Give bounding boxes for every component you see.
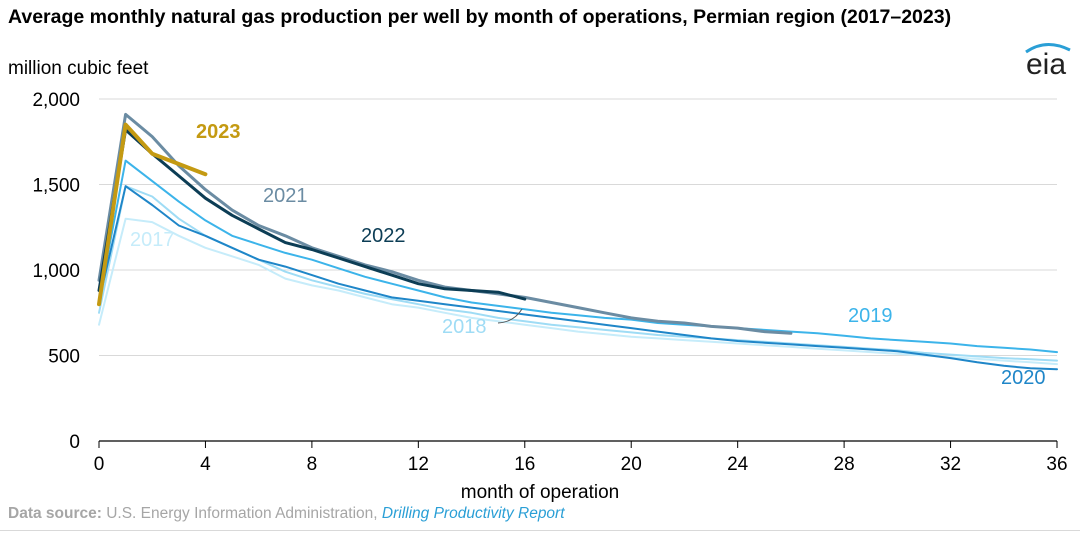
y-tick-label-1000: 1,000 <box>32 261 80 282</box>
series-label-2018: 2018 <box>442 316 487 338</box>
series-label-2023: 2023 <box>196 121 241 143</box>
logo-arc-icon <box>1025 43 1071 54</box>
x-tick-label-32: 32 <box>940 454 961 475</box>
x-tick-label-8: 8 <box>307 454 318 475</box>
series-line-2018 <box>98 185 1058 362</box>
x-tick-label-36: 36 <box>1046 454 1067 475</box>
y-tick-label-500: 500 <box>48 347 80 368</box>
footer-divider <box>0 530 1080 531</box>
x-tick-label-28: 28 <box>834 454 855 475</box>
axes: 0 500 1,000 1,500 2,000 0 4 8 12 16 20 24 28 32 36 <box>32 90 1067 475</box>
source-text: U.S. Energy Information Administration, <box>106 505 378 522</box>
y-tick-label-1500: 1,500 <box>32 176 80 197</box>
series-label-2019: 2019 <box>848 305 893 327</box>
series-label-2020: 2020 <box>1001 367 1046 389</box>
y-tick-label-2000: 2,000 <box>32 90 80 111</box>
series-label-2022: 2022 <box>361 225 406 247</box>
eia-logo: eia <box>1025 43 1071 80</box>
x-tick-label-4: 4 <box>200 454 211 475</box>
logo-text: eia <box>1026 48 1066 80</box>
y-tick-label-0: 0 <box>69 432 80 453</box>
series-labels: 2017 2018 2019 2020 2021 2022 2023 <box>130 121 1046 389</box>
series-line-2019 <box>98 159 1058 354</box>
x-tick-label-24: 24 <box>727 454 749 475</box>
series-line-2020 <box>98 185 1058 371</box>
series-line-2021 <box>97 112 793 335</box>
series-label-2018-leader <box>497 308 523 324</box>
series-line-2022 <box>97 128 527 301</box>
x-axis-label: month of operation <box>461 482 619 503</box>
series-label-2021: 2021 <box>263 185 308 207</box>
y-axis-unit: million cubic feet <box>8 58 149 79</box>
grid-lines <box>99 98 1057 356</box>
series-line-2023 <box>97 122 208 307</box>
chart-title: Average monthly natural gas production p… <box>8 6 952 28</box>
source-label: Data source: <box>8 505 102 522</box>
data-source: Data source: U.S. Energy Information Adm… <box>8 505 565 523</box>
x-tick-label-16: 16 <box>514 454 535 475</box>
series-lines <box>97 112 1058 371</box>
x-tick-label-12: 12 <box>408 454 429 475</box>
x-tick-label-20: 20 <box>621 454 642 475</box>
series-line-2017 <box>98 217 1058 366</box>
series-label-2017: 2017 <box>130 229 175 251</box>
source-link[interactable]: Drilling Productivity Report <box>381 505 565 522</box>
x-tick-label-0: 0 <box>94 454 105 475</box>
